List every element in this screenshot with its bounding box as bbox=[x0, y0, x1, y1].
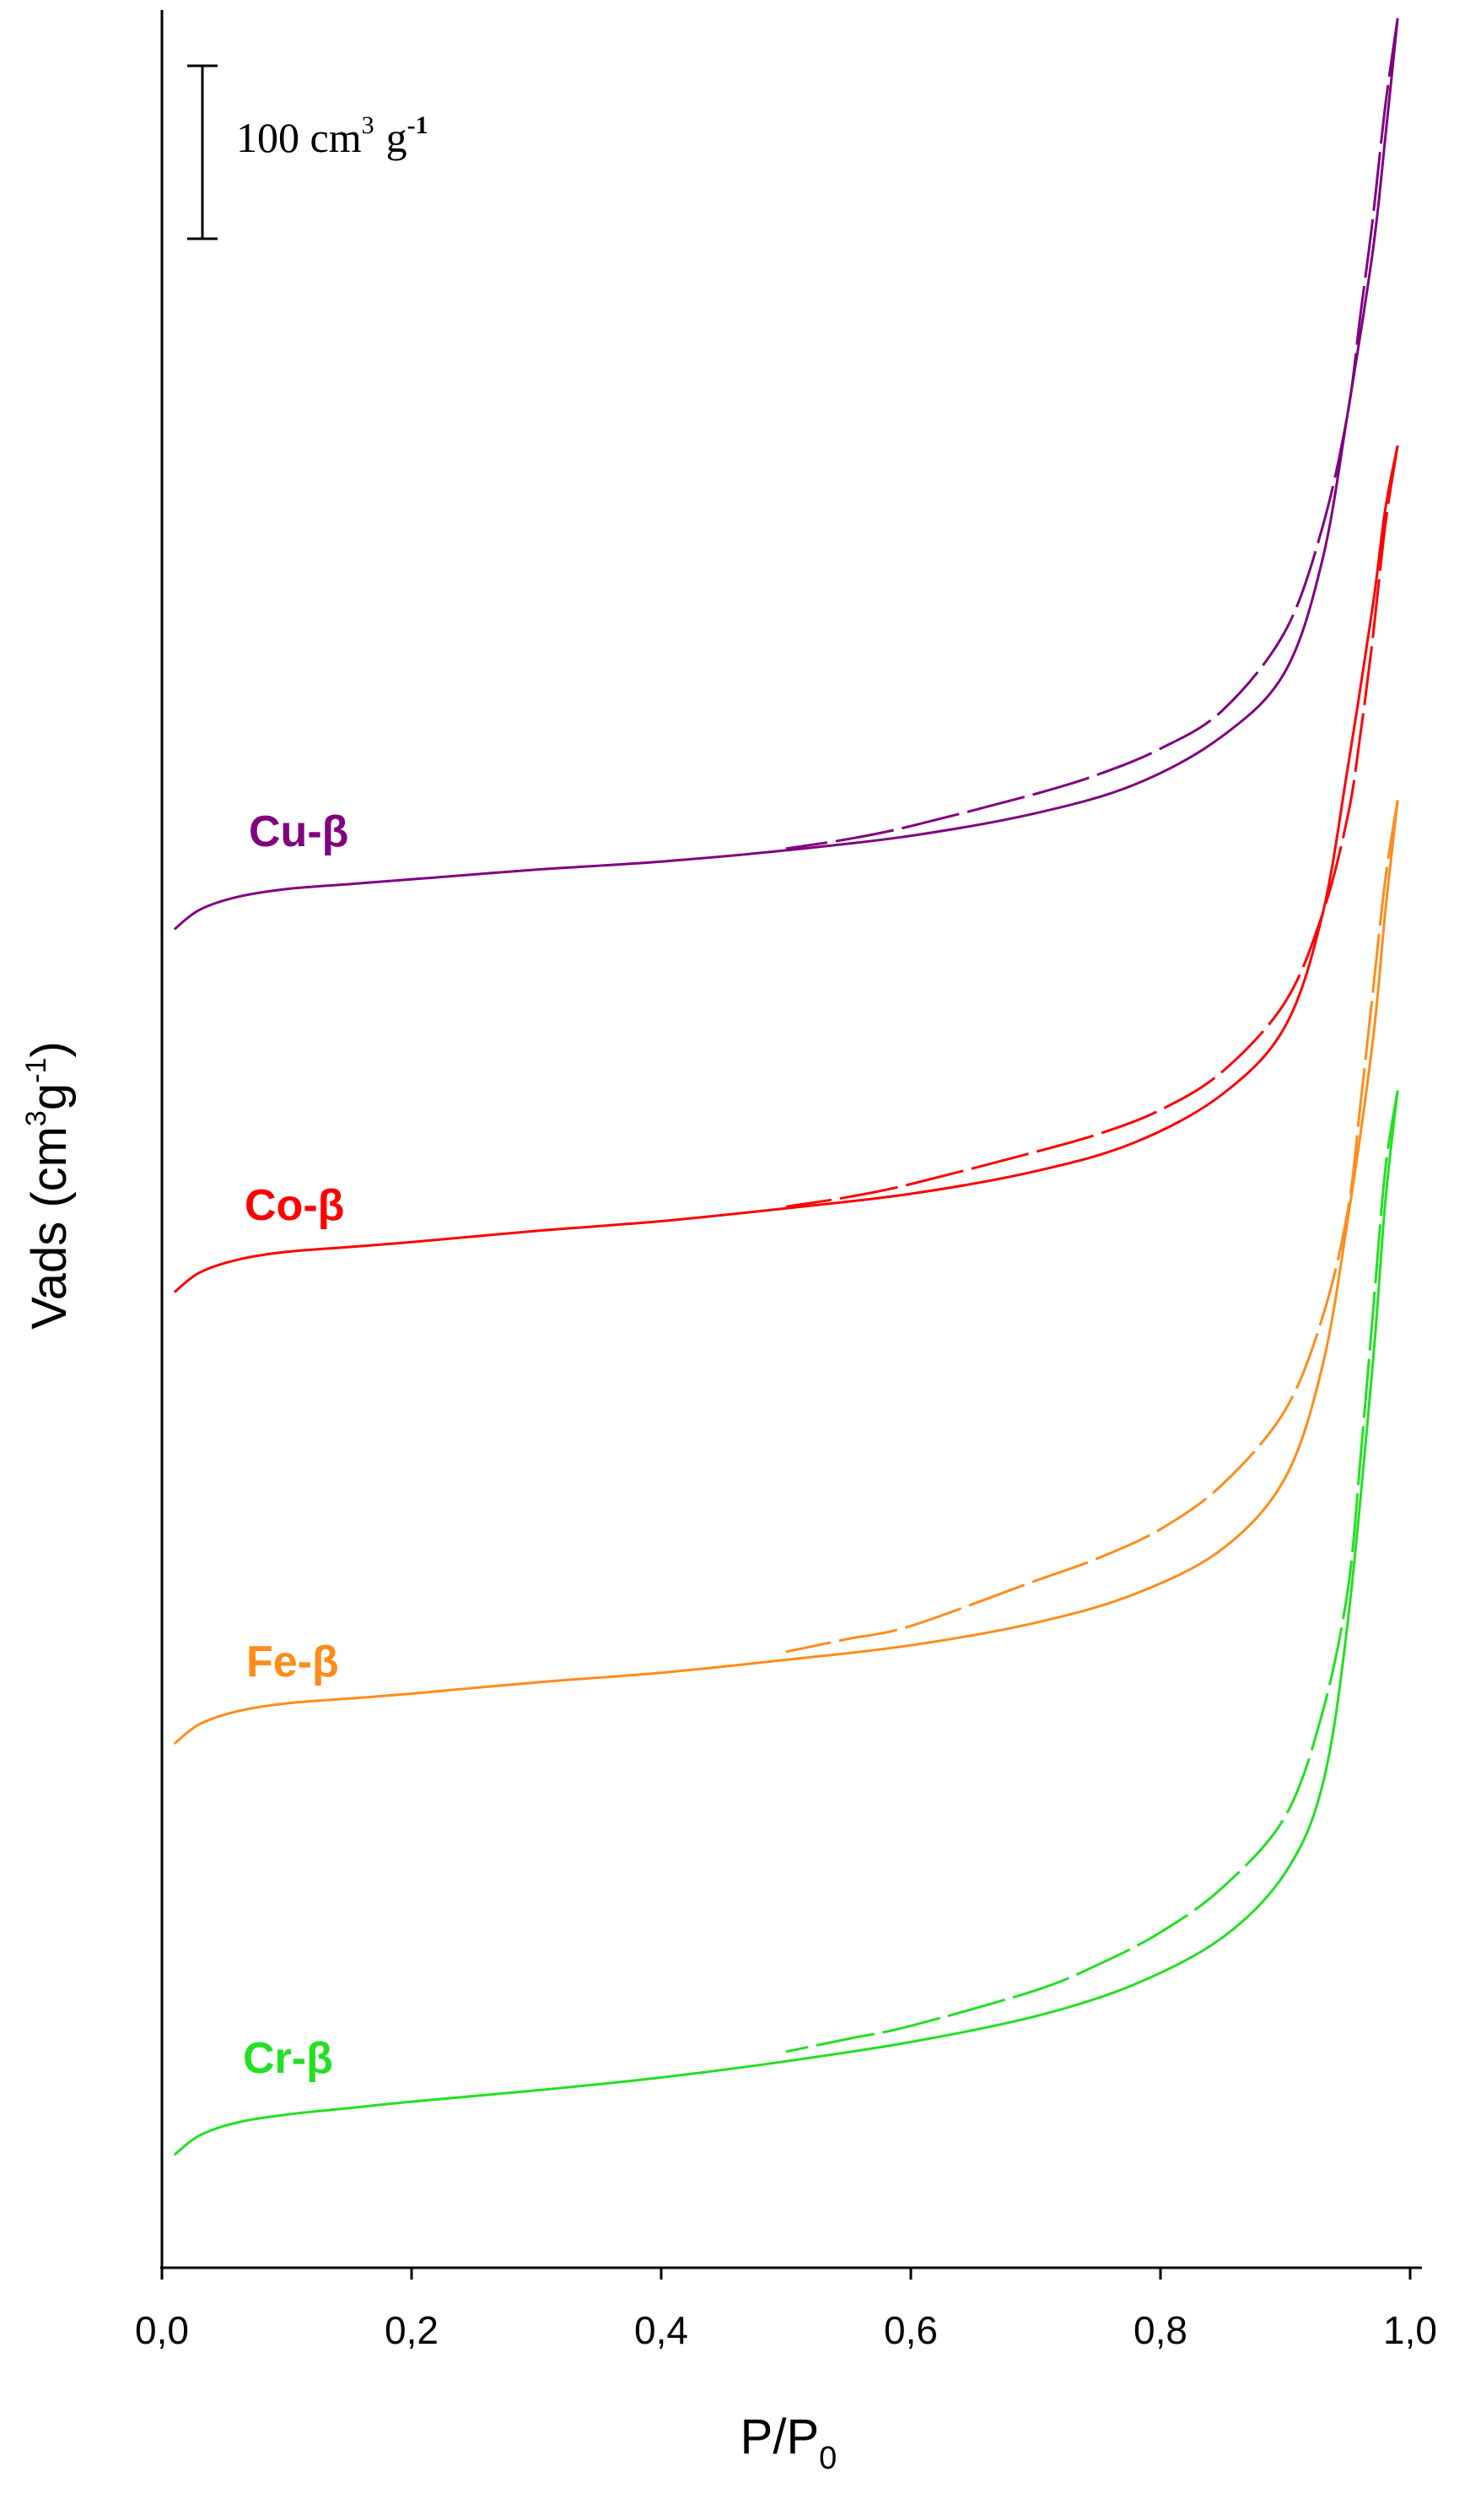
x-tick-label: 0,8 bbox=[1133, 2308, 1187, 2352]
x-ticks: 0,0 0,2 0,4 0,6 0,8 1,0 bbox=[135, 2268, 1437, 2352]
adsorption-curve-co bbox=[175, 445, 1397, 1292]
x-tick-label: 0,4 bbox=[634, 2308, 688, 2352]
x-tick-label: 0,2 bbox=[385, 2308, 439, 2352]
scale-bar-label: 100 cm3 g-1 bbox=[236, 111, 428, 161]
series-label-cu: Cu-β bbox=[249, 807, 348, 856]
y-axis-label: Vads (cm3g-1) bbox=[20, 1041, 77, 1329]
x-tick-label: 1,0 bbox=[1383, 2308, 1437, 2352]
adsorption-curve-cr bbox=[175, 1091, 1397, 2156]
x-tick-label: 0,6 bbox=[884, 2308, 938, 2352]
x-axis-label: P/P0 bbox=[740, 2409, 837, 2476]
desorption-curve-cu bbox=[786, 19, 1397, 849]
series-label-co: Co-β bbox=[245, 1181, 344, 1230]
isotherm-chart: 0,0 0,2 0,4 0,6 0,8 1,0 Cu-β Co-β Fe-β Cr-β 1… bbox=[0, 0, 1470, 2520]
series-label-cr: Cr-β bbox=[243, 2034, 333, 2083]
scale-bar: 100 cm3 g-1 bbox=[187, 66, 428, 239]
desorption-curve-fe bbox=[786, 801, 1397, 1652]
series-curves bbox=[175, 19, 1397, 2156]
series-label-fe: Fe-β bbox=[246, 1638, 339, 1686]
desorption-curve-co bbox=[786, 445, 1397, 1206]
desorption-curve-cr bbox=[786, 1091, 1397, 2052]
x-tick-label: 0,0 bbox=[135, 2308, 189, 2352]
adsorption-curve-fe bbox=[175, 801, 1397, 1744]
